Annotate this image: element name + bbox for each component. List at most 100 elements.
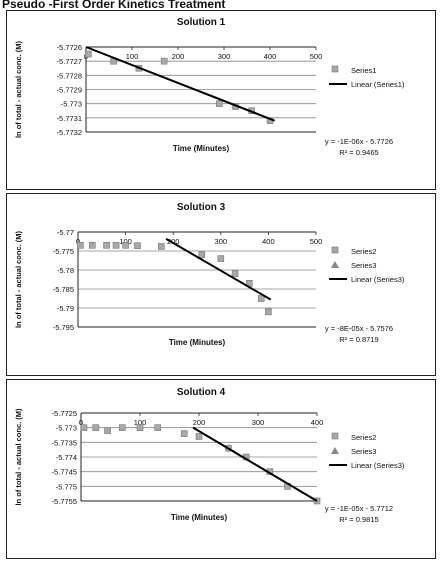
data-point (216, 100, 223, 107)
data-point (92, 424, 100, 431)
data-point (119, 424, 126, 431)
x-tick-label: 300 (252, 418, 265, 427)
x-tick-label: 100 (119, 237, 132, 246)
x-tick-label: 400 (311, 418, 324, 427)
data-point (122, 241, 129, 249)
y-tick-label: -5.7745 (52, 468, 77, 477)
data-point (198, 251, 206, 259)
y-tick-label: -5.77 (57, 228, 74, 237)
data-point (180, 430, 188, 437)
trend-equation: y = -1E-05x - 5.7712 (325, 504, 393, 513)
trendline (85, 46, 275, 122)
y-tick-label: -5.78 (57, 266, 74, 275)
y-tick-label: -5.7729 (57, 86, 82, 95)
data-point (80, 424, 88, 431)
x-tick-label: 0 (76, 237, 80, 246)
legend: Series1 Linear (Series1) (329, 65, 405, 89)
x-axis-label: Time (Minutes) (173, 144, 230, 153)
page-heading: Pseudo -First Order Kinetics Treatment (2, 0, 226, 11)
y-tick-label: -5.7725 (52, 409, 77, 418)
legend-label: Linear (Series3) (351, 275, 405, 284)
y-tick-label: -5.785 (53, 285, 74, 294)
y-tick-label: -5.7732 (57, 128, 82, 137)
legend: Series2 Series3 Linear (Series3) (329, 246, 405, 284)
r-squared: R² = 0.9815 (339, 515, 378, 524)
y-tick-label: -5.7755 (52, 497, 77, 506)
x-axis-label: Time (Minutes) (169, 338, 226, 347)
x-tick-label: 200 (172, 52, 185, 61)
data-point (104, 427, 111, 434)
legend-triangle-marker (331, 261, 339, 268)
legend-label: Linear (Series3) (351, 461, 405, 470)
y-tick-label: -5.79 (57, 304, 74, 313)
y-axis-label: ln of total - actual conc. (M) (14, 230, 23, 328)
legend-square-marker (331, 246, 339, 254)
data-point (160, 57, 168, 65)
y-tick-label: -5.7727 (57, 57, 82, 66)
legend: Series2 Series3 Linear (Series3) (329, 432, 405, 470)
chart-title: Solution 3 (177, 202, 226, 213)
y-tick-label: -5.7735 (52, 438, 77, 447)
x-axis-label: Time (Minutes) (171, 513, 228, 522)
data-point (103, 241, 110, 249)
data-point (136, 424, 144, 431)
y-tick-label: -5.7726 (57, 43, 82, 52)
legend-label: Series2 (351, 433, 376, 442)
legend-label: Series1 (351, 66, 376, 75)
y-axis-label: ln of total - actual conc. (M) (14, 40, 23, 138)
chart-panel-solution-1: Solution 1 -5.7726 -5.7727 -5.7728 -5.7729 -5… (6, 10, 436, 190)
legend-label: Series2 (351, 247, 376, 256)
legend-triangle-marker (331, 447, 339, 454)
x-tick-label: 500 (310, 52, 323, 61)
y-tick-label: -5.7731 (57, 114, 82, 123)
x-tick-label: 400 (262, 237, 275, 246)
data-point (231, 270, 239, 278)
data-point (195, 433, 203, 440)
y-tick-label: -5.773 (61, 100, 82, 109)
x-tick-label: 300 (218, 52, 231, 61)
chart-svg: Solution 4 -5.7725 -5.773 -5.7735 -5.774 -5.7… (14, 387, 405, 524)
x-tick-label: 500 (310, 237, 323, 246)
data-point (112, 241, 120, 249)
y-tick-label: -5.775 (56, 482, 77, 491)
legend-label: Linear (Series1) (351, 80, 405, 89)
chart-panel-solution-4: Solution 4 -5.7725 -5.773 -5.7735 -5.774 -5.7… (6, 379, 436, 559)
x-tick-label: 300 (215, 237, 228, 246)
data-point (257, 295, 265, 302)
legend-square-marker (331, 65, 339, 73)
legend-label: Series3 (351, 447, 376, 456)
x-tick-label: 100 (126, 52, 139, 61)
trend-equation: y = -8E-05x - 5.7576 (325, 324, 393, 333)
data-point (217, 255, 225, 262)
r-squared: R² = 0.9465 (339, 148, 378, 157)
chart-svg: Solution 1 -5.7726 -5.7727 -5.7728 -5.7729 -5… (14, 17, 405, 157)
data-point (88, 241, 96, 249)
y-tick-label: -5.775 (53, 247, 74, 256)
chart-svg: Solution 3 -5.77 -5.775 -5.78 -5.785 -5.79 -5.… (14, 202, 405, 347)
y-tick-label: -5.774 (56, 453, 77, 462)
x-tick-label: 100 (134, 418, 147, 427)
data-point (154, 424, 161, 431)
x-tick-label: 200 (193, 418, 206, 427)
trendline (192, 426, 318, 502)
x-tick-label: 0 (79, 418, 83, 427)
legend-square-marker (331, 432, 339, 440)
data-point (265, 308, 272, 316)
data-point (85, 50, 92, 58)
y-tick-label: -5.773 (56, 424, 77, 433)
x-tick-label: 400 (264, 52, 277, 61)
data-point (134, 242, 141, 249)
chart-title: Solution 1 (177, 17, 226, 28)
chart-title: Solution 4 (177, 387, 226, 398)
chart-panel-solution-3: Solution 3 -5.77 -5.775 -5.78 -5.785 -5.79 -5.… (6, 193, 436, 376)
y-axis-label: ln of total - actual conc. (M) (14, 408, 23, 506)
x-tick-label: 200 (167, 237, 180, 246)
legend-label: Series3 (351, 261, 376, 270)
trendline (165, 237, 272, 301)
data-point (77, 241, 84, 249)
trend-equation: y = -1E-06x - 5.7726 (325, 137, 393, 146)
data-point (158, 243, 165, 250)
r-squared: R² = 0.8719 (339, 335, 378, 344)
y-tick-label: -5.795 (53, 323, 74, 332)
y-tick-label: -5.7728 (57, 71, 82, 80)
